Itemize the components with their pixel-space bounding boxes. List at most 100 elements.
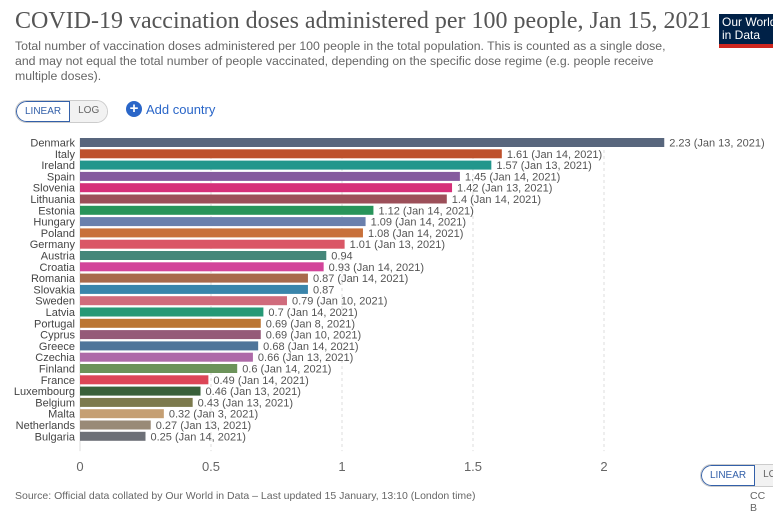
value-label: 1.09 (Jan 14, 2021) (371, 217, 466, 229)
value-label: 0.68 (Jan 14, 2021) (263, 341, 358, 353)
value-label: 0.66 (Jan 13, 2021) (258, 352, 353, 364)
value-label: 0.7 (Jan 14, 2021) (268, 307, 357, 319)
category-label: Croatia (40, 262, 76, 274)
add-country-button[interactable]: + Add country (126, 101, 215, 117)
value-label: 2.23 (Jan 13, 2021) (669, 138, 764, 150)
x-tick-label: 0.5 (202, 459, 220, 474)
value-label: 0.87 (313, 284, 334, 296)
category-label: Portugal (34, 318, 75, 330)
bar (80, 217, 366, 227)
source-note: Source: Official data collated by Our Wo… (15, 490, 476, 502)
bar (80, 284, 308, 294)
bar (80, 239, 345, 249)
category-label: Estonia (38, 205, 76, 217)
category-label: Lithuania (30, 194, 76, 206)
category-label: Luxembourg (14, 386, 75, 398)
category-label: Denmark (30, 138, 75, 150)
value-label: 1.61 (Jan 14, 2021) (507, 149, 602, 161)
linear-button-bottom[interactable]: LINEAR (701, 465, 756, 486)
bar (80, 409, 164, 419)
value-label: 1.08 (Jan 14, 2021) (368, 228, 463, 240)
value-label: 0.69 (Jan 8, 2021) (266, 318, 355, 330)
value-label: 0.87 (Jan 14, 2021) (313, 273, 408, 285)
bar (80, 228, 363, 238)
category-label: Cyprus (40, 330, 75, 342)
category-label: Hungary (33, 217, 75, 229)
bar (80, 364, 238, 373)
bar (80, 205, 374, 215)
value-label: 0.25 (Jan 14, 2021) (151, 431, 246, 443)
category-label: Italy (55, 149, 76, 161)
category-label: Greece (39, 341, 75, 353)
category-label: Austria (41, 251, 76, 263)
bar (80, 138, 665, 147)
bar (80, 330, 261, 340)
category-label: Germany (30, 239, 76, 251)
value-label: 0.94 (331, 251, 352, 263)
value-label: 1.45 (Jan 14, 2021) (465, 171, 560, 183)
bar (80, 352, 253, 362)
category-label: Sweden (35, 296, 75, 308)
owid-logo[interactable]: Our World in Data (719, 14, 773, 48)
category-label: Ireland (41, 160, 75, 172)
value-label: 1.57 (Jan 13, 2021) (496, 160, 591, 172)
value-label: 0.6 (Jan 14, 2021) (242, 364, 331, 376)
value-label: 0.43 (Jan 13, 2021) (198, 397, 293, 409)
bar (80, 397, 193, 407)
bar (80, 296, 287, 306)
linear-button[interactable]: LINEAR (16, 101, 71, 122)
category-label: Finland (39, 364, 75, 376)
bar-chart: 0 0.5 1 1.5 2 Denmark 2.23 (Jan 13, 2021) Italy… (14, 138, 765, 475)
bar (80, 420, 151, 430)
value-label: 0.46 (Jan 13, 2021) (206, 386, 301, 398)
category-label: Slovakia (33, 284, 75, 296)
bar (80, 341, 259, 351)
bar (80, 375, 209, 385)
value-label: 1.12 (Jan 14, 2021) (378, 205, 473, 217)
value-label: 0.79 (Jan 10, 2021) (292, 296, 387, 308)
bar (80, 318, 261, 328)
category-label: Slovenia (33, 183, 76, 195)
category-label: Belgium (35, 397, 75, 409)
bar (80, 149, 502, 159)
chart-subtitle: Total number of vaccination doses admini… (15, 39, 666, 83)
category-label: Latvia (46, 307, 76, 319)
value-label: 0.32 (Jan 3, 2021) (169, 409, 258, 421)
category-label: Bulgaria (35, 431, 76, 443)
scale-toggle[interactable]: LINEAR LOG (15, 100, 109, 123)
chart-title: COVID-19 vaccination doses administered … (15, 8, 712, 34)
bar (80, 307, 264, 317)
category-label: Czechia (35, 352, 76, 364)
add-country-label: Add country (146, 101, 216, 117)
x-tick-label: 1 (338, 459, 345, 474)
bar (80, 171, 460, 181)
bar (80, 160, 492, 170)
value-label: 1.4 (Jan 14, 2021) (452, 194, 541, 206)
x-tick-label: 1.5 (464, 459, 482, 474)
value-label: 0.27 (Jan 13, 2021) (156, 420, 251, 432)
category-label: Poland (41, 228, 75, 240)
value-label: 0.69 (Jan 10, 2021) (266, 330, 361, 342)
bar (80, 183, 453, 193)
log-button-bottom[interactable]: LO (755, 465, 773, 486)
bar (80, 194, 447, 204)
bar (80, 262, 324, 272)
x-tick-label: 0 (76, 459, 83, 474)
category-label: Netherlands (16, 420, 76, 432)
license-link[interactable]: CC B (750, 490, 766, 514)
log-button[interactable]: LOG (70, 101, 108, 122)
value-label: 0.93 (Jan 14, 2021) (329, 262, 424, 274)
x-tick-label: 2 (600, 459, 607, 474)
bar (80, 386, 201, 396)
bar (80, 251, 327, 260)
value-label: 1.42 (Jan 13, 2021) (457, 183, 552, 195)
category-label: France (41, 375, 75, 387)
bar (80, 431, 146, 441)
bar (80, 273, 308, 283)
category-label: Romania (31, 273, 76, 285)
category-label: Spain (47, 171, 75, 183)
scale-toggle-bottom[interactable]: LINEAR LO (700, 464, 773, 487)
value-label: 1.01 (Jan 13, 2021) (350, 239, 445, 251)
plus-icon: + (126, 101, 142, 117)
category-label: Malta (48, 409, 76, 421)
